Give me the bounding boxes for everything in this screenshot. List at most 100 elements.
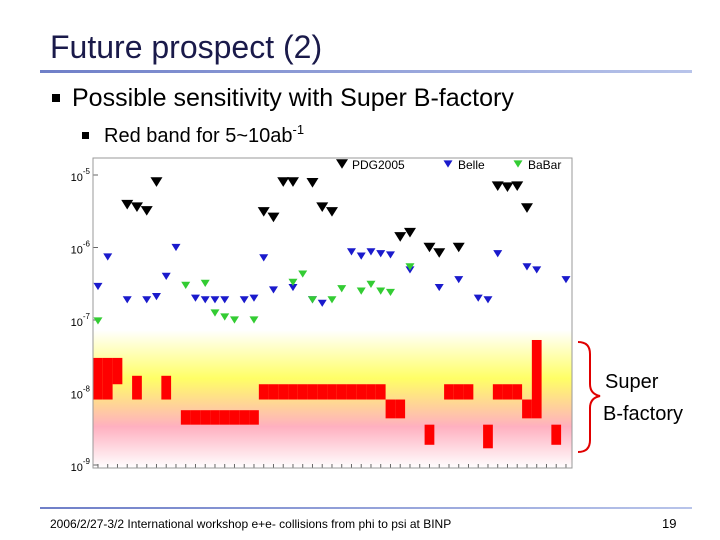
legend-marker bbox=[443, 160, 453, 168]
marker bbox=[493, 250, 503, 258]
band bbox=[453, 384, 464, 400]
band bbox=[492, 384, 503, 400]
sub-bullet-text: Red band for 5~10ab bbox=[104, 125, 293, 147]
sub-bullet-sup: -1 bbox=[293, 122, 305, 137]
y-tick-base: 10 bbox=[71, 390, 83, 402]
marker bbox=[140, 206, 153, 216]
sub-bullet: Red band for 5~10ab-1 bbox=[104, 122, 304, 147]
band bbox=[531, 339, 542, 419]
marker bbox=[434, 283, 444, 292]
marker bbox=[433, 248, 446, 258]
band bbox=[258, 384, 269, 400]
annotation: Super bbox=[605, 371, 659, 393]
slide-title: Future prospect (2) bbox=[50, 29, 322, 65]
annotation: B-factory bbox=[603, 403, 683, 425]
legend-label: PDG2005 bbox=[352, 158, 405, 172]
marker bbox=[150, 177, 163, 187]
marker bbox=[307, 296, 317, 304]
marker bbox=[277, 177, 290, 187]
band bbox=[268, 384, 279, 400]
marker bbox=[366, 280, 376, 288]
band bbox=[219, 410, 230, 425]
band bbox=[366, 384, 376, 400]
marker bbox=[532, 266, 542, 274]
marker bbox=[306, 178, 319, 188]
band bbox=[297, 384, 308, 400]
marker bbox=[181, 281, 191, 290]
marker bbox=[423, 242, 436, 253]
marker bbox=[561, 276, 571, 284]
band bbox=[512, 384, 523, 400]
band bbox=[424, 424, 435, 445]
marker bbox=[385, 288, 395, 297]
marker bbox=[249, 316, 259, 324]
bullet: Possible sensitivity with Super B-factor… bbox=[72, 84, 514, 112]
band bbox=[249, 410, 259, 425]
chart-frame bbox=[92, 157, 573, 469]
marker bbox=[316, 202, 329, 212]
marker bbox=[220, 296, 230, 304]
marker bbox=[405, 263, 415, 271]
band bbox=[200, 410, 211, 425]
marker bbox=[210, 309, 220, 317]
band bbox=[317, 384, 328, 400]
marker bbox=[346, 248, 356, 256]
band bbox=[239, 410, 250, 425]
band bbox=[336, 384, 347, 400]
band bbox=[112, 357, 123, 385]
marker bbox=[200, 279, 210, 287]
band bbox=[551, 424, 562, 445]
y-tick-label: 10-9 bbox=[71, 457, 91, 474]
band bbox=[502, 384, 513, 400]
marker bbox=[394, 232, 407, 242]
marker bbox=[151, 293, 161, 301]
bullet-marker bbox=[52, 94, 60, 102]
marker bbox=[93, 282, 103, 291]
marker bbox=[483, 296, 493, 304]
legend-label: BaBar bbox=[528, 158, 561, 172]
marker bbox=[200, 296, 210, 304]
band bbox=[522, 399, 532, 419]
marker bbox=[259, 254, 269, 262]
footer-rule bbox=[40, 507, 692, 509]
band bbox=[229, 410, 240, 425]
page-number: 19 bbox=[662, 516, 676, 531]
bullet-marker bbox=[82, 132, 89, 139]
marker bbox=[376, 287, 386, 295]
marker bbox=[376, 250, 386, 258]
footer: 2006/2/27-3/2 International workshop e+e… bbox=[50, 517, 451, 531]
marker bbox=[268, 286, 278, 294]
band bbox=[161, 375, 172, 400]
marker bbox=[325, 207, 338, 217]
marker bbox=[403, 227, 416, 238]
title-rule bbox=[40, 70, 692, 73]
marker bbox=[454, 276, 464, 284]
y-tick-base: 10 bbox=[71, 245, 83, 257]
y-tick-exponent: -9 bbox=[83, 457, 91, 466]
legend-marker bbox=[513, 160, 523, 168]
marker bbox=[366, 248, 376, 256]
marker bbox=[520, 203, 533, 213]
y-tick-exponent: -5 bbox=[83, 167, 91, 176]
marker bbox=[298, 270, 308, 278]
y-tick-label: 10-6 bbox=[71, 240, 91, 257]
band bbox=[346, 384, 357, 400]
band bbox=[375, 384, 386, 400]
legend-label: Belle bbox=[458, 158, 485, 172]
marker bbox=[142, 296, 152, 304]
y-tick-base: 10 bbox=[71, 172, 83, 184]
band bbox=[278, 384, 289, 400]
marker bbox=[249, 294, 259, 302]
marker bbox=[103, 253, 113, 261]
marker bbox=[491, 181, 504, 192]
marker bbox=[317, 299, 327, 307]
band bbox=[288, 384, 298, 400]
marker bbox=[130, 202, 143, 212]
marker bbox=[229, 316, 239, 324]
marker bbox=[93, 317, 103, 325]
band bbox=[463, 384, 474, 400]
band bbox=[102, 357, 113, 400]
marker bbox=[121, 199, 134, 210]
